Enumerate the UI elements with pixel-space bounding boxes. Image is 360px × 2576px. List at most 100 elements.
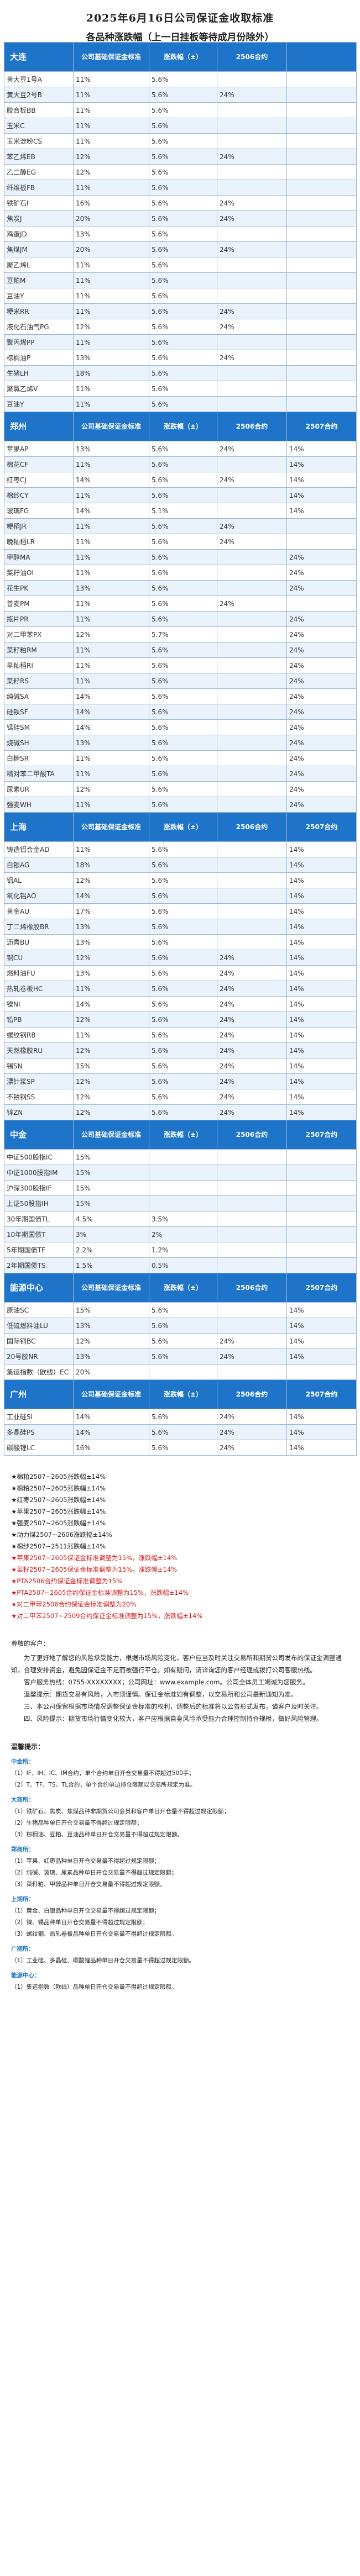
table-cell: 24% [217,1089,287,1105]
table-cell: 18% [73,365,149,381]
product-name: 工业硅SI [4,1409,74,1425]
table-cell: 24% [286,580,357,596]
table-cell: 15% [73,1302,149,1318]
table-cell: 5.6% [149,350,217,366]
table-row: 白银AG 18% 5.6% 14% [4,857,357,873]
table-cell: 12% [73,1333,149,1349]
product-name: 10年期国债T [4,1226,74,1242]
table-cell: 5.6% [149,487,217,503]
column-header: 2507合约 [286,812,357,842]
table-cell: 24% [286,642,357,658]
product-name: 锌ZN [4,1104,74,1120]
table-cell: 5.6% [149,704,217,720]
note-line: ★动力煤2507~2606涨跌幅±14% [11,1531,112,1539]
table-cell [286,1180,357,1196]
rule-line: （1）黄金、白银品种单日开仓交易量不得超过规定限额； [11,1908,160,1914]
table-cell: 24% [217,965,287,981]
table-cell: 11% [73,180,149,196]
table-cell: 14% [286,1409,357,1425]
table-cell: 14% [286,1042,357,1058]
column-header: 公司基础保证金标准 [73,1120,149,1150]
product-name: 燃料油FU [4,965,74,981]
table-cell: 0.5% [149,1257,217,1273]
table-cell [217,735,287,751]
table-cell [217,1302,287,1318]
table-cell: 13% [73,441,149,457]
table-cell: 5.6% [149,1424,217,1440]
table-row: 苹果AP 13% 5.6% 24% 14% [4,441,357,457]
table-row: 2年期国债TS 1.5% 0.5% [4,1257,357,1273]
table-cell: 5.6% [149,396,217,412]
table-row: 集运指数（欧线）EC 20% [4,1364,357,1380]
table-cell: 11% [73,596,149,612]
table-cell [217,1318,287,1334]
title-block: 2025年6月16日公司保证金收取标准 各品种涨跌幅（上一日挂板等待成月份除外） [0,0,360,43]
table-row: 黄金AU 17% 5.6% 14% [4,903,357,919]
table-cell [217,797,287,813]
table-cell: 24% [217,210,287,226]
table-row: 聚氯乙烯V 11% 5.6% [4,381,357,397]
table-cell [286,381,357,397]
product-name: 黄金AU [4,903,74,919]
table-cell: 5.6% [149,950,217,966]
product-name: 集运指数（欧线）EC [4,1364,74,1380]
table-cell [217,381,287,397]
contact-block: 尊敬的客户： 为了更好地了解您的风险承受能力，根据市场风险变化，客户应当及时关注… [0,1622,360,1725]
table-cell: 11% [73,303,149,319]
table-cell: 5.6% [149,1073,217,1089]
table-cell: 12% [73,319,149,335]
table-cell [217,549,287,565]
table-row: 花生PK 13% 5.6% 24% [4,580,357,596]
table-cell: 11% [73,71,149,87]
table-cell: 24% [286,626,357,642]
table-cell: 5.6% [149,735,217,751]
table-row: 豆粕M 11% 5.6% [4,272,357,288]
table-cell: 5.6% [149,71,217,87]
table-cell: 14% [286,487,357,503]
table-cell: 5.6% [149,118,217,134]
table-cell: 24% [286,611,357,627]
table-cell: 11% [73,102,149,118]
table-cell: 11% [73,841,149,857]
product-name: 硅铁SF [4,704,74,720]
table-row: 乙二醇EG 12% 5.6% [4,164,357,180]
note-line: ★菜籽2507~2605保证金标准调整为15%，涨跌幅±14% [11,1566,178,1573]
table-cell: 5.6% [149,1104,217,1120]
product-name: 棕榈油P [4,350,74,366]
table-cell: 5.6% [149,334,217,350]
table-cell: 5.6% [149,934,217,950]
table-cell: 14% [286,1073,357,1089]
table-cell: 13% [73,735,149,751]
table-cell: 5.6% [149,195,217,211]
table-cell: 5.6% [149,657,217,673]
table-cell: 11% [73,534,149,550]
table-cell: 5.6% [149,472,217,488]
table-cell [286,272,357,288]
product-name: 聚丙烯PP [4,334,74,350]
table-cell: 24% [286,704,357,720]
table-cell [286,210,357,226]
table-row: 5年期国债TF 2.2% 1.2% [4,1242,357,1258]
contact-paragraph: 三、本公司保留根据市场情况调整保证金标准的权利，调整后的标准将以公告形式发布，请… [24,1703,323,1710]
table-cell [286,164,357,180]
table-cell: 5.6% [149,872,217,888]
table-cell: 5.6% [149,133,217,149]
product-name: 红枣CJ [4,472,74,488]
table-cell: 5.6% [149,164,217,180]
product-name: 多晶硅PS [4,1424,74,1440]
note-line: ★PTA2506合约保证金标准调整为15% [11,1577,123,1585]
table-cell [286,87,357,103]
table-cell: 14% [286,1027,357,1043]
table-cell: 5.6% [149,180,217,196]
note-line: ★PTA2507~2605合约保证金标准调整为15%，涨跌幅±14% [11,1589,189,1597]
table-cell: 24% [286,766,357,782]
table-cell [286,334,357,350]
product-name: 豆油Y [4,396,74,412]
note-line: ★棉粕2507~2605涨跌幅±14% [11,1473,106,1481]
table-cell: 5.6% [149,1027,217,1043]
table-row: 纤维板FB 11% 5.6% [4,180,357,196]
table-row: 玉米淀粉CS 11% 5.6% [4,133,357,149]
table-cell: 14% [73,688,149,704]
table-cell: 5.6% [149,1318,217,1334]
table-cell [217,888,287,904]
